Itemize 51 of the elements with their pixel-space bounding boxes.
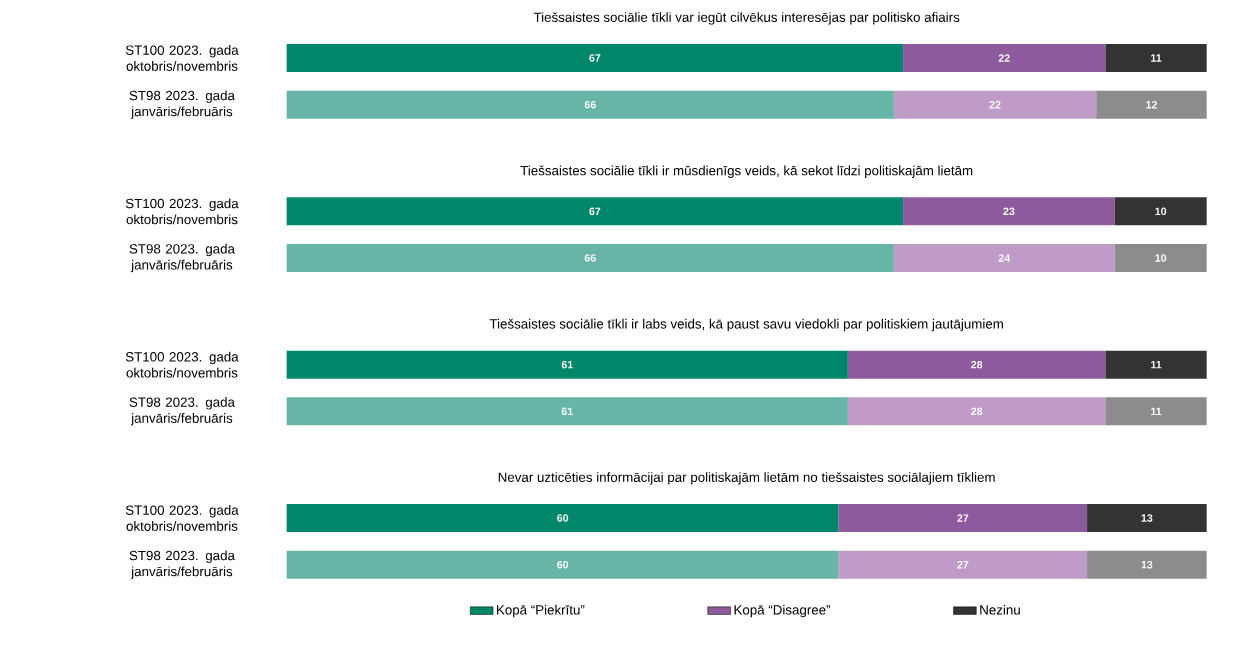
chart-title: Tiešsaistes sociālie tīkli var iegūt cilvēkus interesējas par politisko afiairs xyxy=(533,11,960,25)
y-tick-label: ST98 2023. gada janvāris/februāris xyxy=(129,550,235,579)
legend-label: Nezinu xyxy=(980,604,1020,615)
data-label: 12 xyxy=(1146,100,1157,109)
bar xyxy=(903,43,1106,72)
bar xyxy=(286,43,904,72)
data-label: 61 xyxy=(561,360,573,369)
data-label: 67 xyxy=(589,207,601,215)
data-label: 27 xyxy=(957,560,969,569)
y-tick-label: ST100 2023. gada oktobris/novembris xyxy=(125,504,239,531)
y-tick-label: ST98 2023. gada janvāris/februāris xyxy=(129,396,235,426)
bar xyxy=(1105,43,1207,72)
data-label: 28 xyxy=(971,407,983,415)
data-label: 67 xyxy=(589,54,601,62)
data-label: 11 xyxy=(1151,54,1162,62)
data-label: 60 xyxy=(557,514,569,522)
data-label: 11 xyxy=(1151,407,1162,415)
chart-title: Tiešsaistes sociālie tīkli ir mūsdienīgs veids, kā sekot līdzi politiskajām lietām xyxy=(520,165,973,178)
data-label: 28 xyxy=(971,360,983,369)
data-label: 23 xyxy=(1003,207,1015,215)
chart-title: Nevar uzticēties informācijai par politiskajām lietām no tiešsaistes sociālajiem tīkliem xyxy=(498,471,995,485)
data-label: 13 xyxy=(1141,514,1153,522)
data-label: 22 xyxy=(989,100,1001,109)
data-label: 10 xyxy=(1155,254,1167,262)
y-tick-label: ST98 2023. gada janvāris/februāris xyxy=(129,90,235,119)
bar xyxy=(286,90,894,119)
bar xyxy=(893,90,1097,119)
legend-label: Kopā “Disagree” xyxy=(734,604,831,618)
data-label: 24 xyxy=(998,254,1011,262)
bar xyxy=(286,197,904,226)
data-label: 27 xyxy=(957,514,969,522)
y-tick-label: ST100 2023. gada oktobris/novembris xyxy=(125,351,239,378)
data-label: 66 xyxy=(584,254,596,262)
y-tick-label: ST100 2023. gada oktobris/novembris xyxy=(125,198,239,225)
data-label: 60 xyxy=(557,560,569,569)
bar xyxy=(286,243,894,272)
data-label: 66 xyxy=(584,100,596,109)
data-label: 11 xyxy=(1151,360,1162,369)
bar xyxy=(1114,197,1207,226)
legend-label: Kopā “Piekrītu” xyxy=(497,604,585,618)
y-tick-label: ST100 2023. gada oktobris/novembris xyxy=(125,44,239,71)
bar xyxy=(903,197,1115,226)
y-tick-label: ST98 2023. gada janvāris/februāris xyxy=(129,243,235,273)
data-label: 61 xyxy=(561,407,573,415)
chart-title: Tiešsaistes sociālie tīkli ir labs veids, kā paust savu viedokli par politiskiem jautājumiem xyxy=(489,318,1003,332)
data-label: 13 xyxy=(1141,560,1153,569)
bar xyxy=(893,243,1115,272)
bar xyxy=(1114,243,1207,272)
data-label: 10 xyxy=(1155,207,1167,215)
bar xyxy=(1096,90,1207,119)
data-label: 22 xyxy=(998,54,1010,62)
